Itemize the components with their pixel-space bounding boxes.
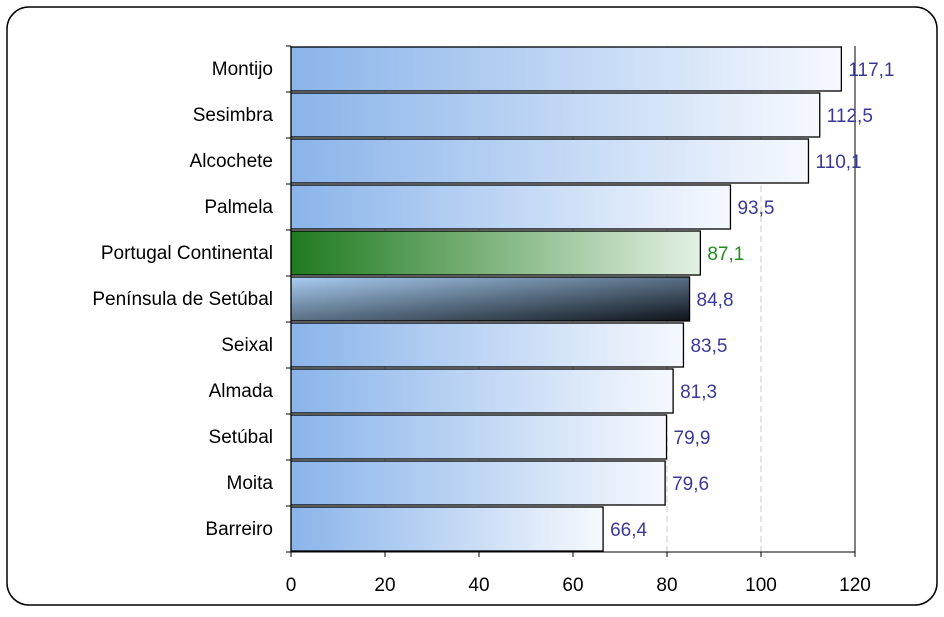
y-tick-label: Almada bbox=[209, 381, 274, 402]
value-label: 117,1 bbox=[848, 60, 894, 81]
value-label: 83,5 bbox=[690, 336, 727, 357]
value-label: 81,3 bbox=[680, 382, 717, 403]
y-tick-label: Palmela bbox=[204, 197, 273, 218]
bar bbox=[290, 276, 691, 322]
value-label: 110,1 bbox=[815, 152, 861, 173]
bar bbox=[290, 414, 668, 460]
bar bbox=[290, 138, 810, 184]
x-tick-label: 40 bbox=[468, 575, 489, 596]
x-tick-label: 20 bbox=[374, 575, 395, 596]
y-tick-label: Moita bbox=[227, 473, 274, 494]
x-tick-label: 100 bbox=[745, 575, 777, 596]
x-tick-label: 80 bbox=[656, 575, 677, 596]
value-label: 79,6 bbox=[672, 474, 709, 495]
y-tick-label: Seixal bbox=[221, 335, 273, 356]
bar bbox=[290, 460, 666, 506]
y-tick-label: Alcochete bbox=[190, 151, 273, 172]
value-label: 93,5 bbox=[737, 198, 774, 219]
value-label: 79,9 bbox=[674, 428, 711, 449]
y-tick-label: Portugal Continental bbox=[101, 243, 273, 264]
y-tick-label: Montijo bbox=[212, 59, 273, 80]
bar bbox=[290, 322, 685, 368]
bar bbox=[290, 506, 604, 552]
x-tick-label: 0 bbox=[286, 575, 297, 596]
y-tick-label: Setúbal bbox=[209, 427, 273, 448]
value-label: 87,1 bbox=[707, 244, 744, 265]
value-label: 112,5 bbox=[827, 106, 873, 127]
y-tick-label: Barreiro bbox=[205, 519, 273, 540]
y-tick-label: Sesimbra bbox=[193, 105, 274, 126]
value-label: 66,4 bbox=[610, 520, 647, 541]
y-tick-label: Península de Setúbal bbox=[92, 289, 273, 310]
x-tick-label: 60 bbox=[562, 575, 583, 596]
bar bbox=[290, 46, 843, 92]
bar bbox=[290, 368, 674, 414]
value-label: 84,8 bbox=[697, 290, 734, 311]
bar bbox=[290, 230, 702, 276]
bar bbox=[290, 92, 821, 138]
x-tick-label: 120 bbox=[839, 575, 871, 596]
bar bbox=[290, 184, 732, 230]
